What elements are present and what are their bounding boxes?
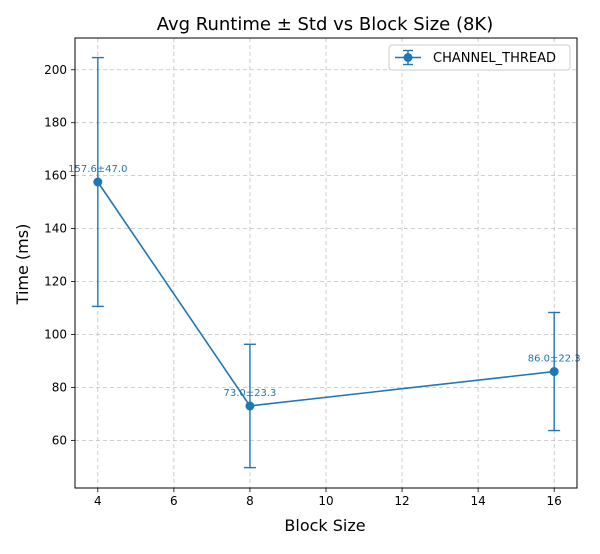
data-point bbox=[93, 177, 103, 187]
y-tick-label: 100 bbox=[44, 327, 67, 341]
y-tick-label: 140 bbox=[44, 222, 67, 236]
x-tick-label: 14 bbox=[470, 494, 485, 508]
x-tick-label: 6 bbox=[170, 494, 178, 508]
series-layer: 157.6±47.0 73.0±23.3 86.0±22.3 bbox=[68, 56, 581, 469]
axis-ticks: 4 6 8 10 12 14 16 60 80 100 120 140 160 180 200 bbox=[44, 63, 562, 508]
chart-title: Avg Runtime ± Std vs Block Size (8K) bbox=[157, 14, 494, 35]
y-tick-label: 200 bbox=[44, 63, 67, 77]
y-tick-label: 160 bbox=[44, 169, 67, 183]
x-tick-label: 12 bbox=[394, 494, 409, 508]
legend-label: CHANNEL_THREAD bbox=[433, 51, 556, 66]
data-point bbox=[549, 367, 559, 377]
x-axis-label: Block Size bbox=[284, 516, 365, 535]
data-label: 157.6±47.0 bbox=[68, 164, 127, 175]
legend-box bbox=[388, 44, 571, 71]
data-point bbox=[245, 401, 255, 411]
y-tick-label: 80 bbox=[52, 380, 67, 394]
data-label: 73.0±23.3 bbox=[223, 388, 276, 399]
y-tick-label: 180 bbox=[44, 116, 67, 130]
y-tick-label: 60 bbox=[52, 433, 67, 447]
x-tick-label: 4 bbox=[94, 494, 102, 508]
legend: CHANNEL_THREAD bbox=[388, 44, 571, 71]
x-tick-label: 10 bbox=[318, 494, 333, 508]
legend-marker bbox=[403, 53, 413, 62]
x-tick-label: 16 bbox=[547, 494, 562, 508]
data-label: 86.0±22.3 bbox=[528, 354, 581, 365]
y-axis-label: Time (ms) bbox=[13, 224, 32, 306]
x-tick-label: 8 bbox=[246, 494, 254, 508]
y-tick-label: 120 bbox=[44, 275, 67, 289]
